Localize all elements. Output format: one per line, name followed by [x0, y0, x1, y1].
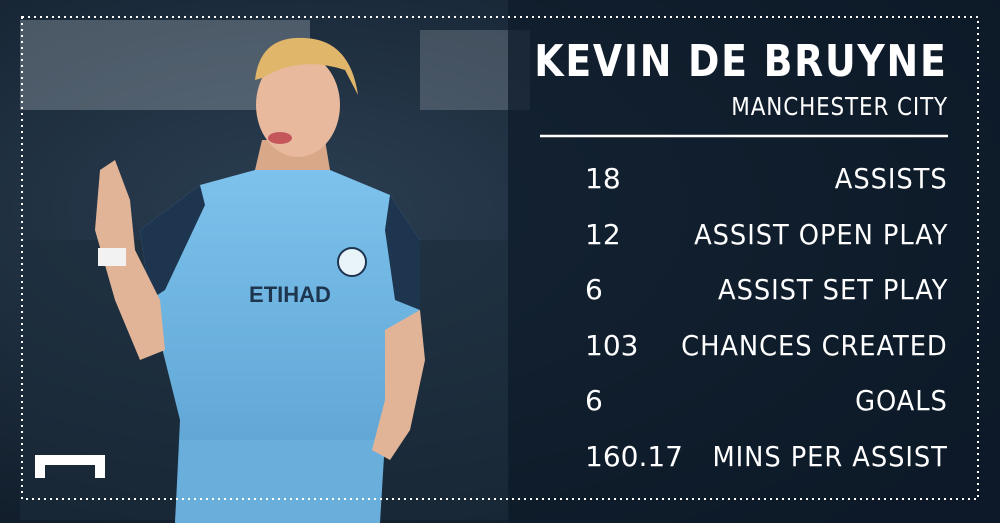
svg-text:ETIHAD: ETIHAD	[249, 282, 331, 307]
stat-value: 6	[585, 273, 603, 307]
stat-label: ASSIST OPEN PLAY	[693, 217, 948, 251]
stat-value: 18	[585, 162, 621, 195]
stat-label: MINS PER ASSIST	[712, 440, 948, 473]
stat-label: ASSIST SET PLAY	[717, 273, 948, 307]
club-name: MANCHESTER CITY	[731, 92, 948, 121]
stat-row: 103 CHANCES CREATED	[585, 329, 948, 369]
stat-row: 6 ASSIST SET PLAY	[585, 273, 948, 313]
dotted-frame	[21, 16, 979, 500]
stat-row: 160.17 MINS PER ASSIST	[585, 440, 948, 480]
player: ETIHAD	[95, 37, 425, 523]
stat-value: 6	[585, 384, 603, 418]
stat-label: CHANCES CREATED	[681, 328, 948, 362]
stat-value: 160.17	[585, 440, 683, 473]
stat-label: GOALS	[855, 384, 948, 418]
stat-row: 6 GOALS	[585, 384, 948, 424]
stat-row: 12 ASSIST OPEN PLAY	[585, 218, 948, 258]
stat-value: 103	[585, 328, 639, 362]
stats-panel	[508, 0, 1000, 523]
player-name: KEVIN DE BRUYNE	[534, 36, 948, 87]
stat-value: 12	[585, 217, 621, 251]
logo	[35, 455, 105, 478]
stat-label: ASSISTS	[835, 162, 948, 195]
stat-row: 18 ASSISTS	[585, 162, 948, 202]
